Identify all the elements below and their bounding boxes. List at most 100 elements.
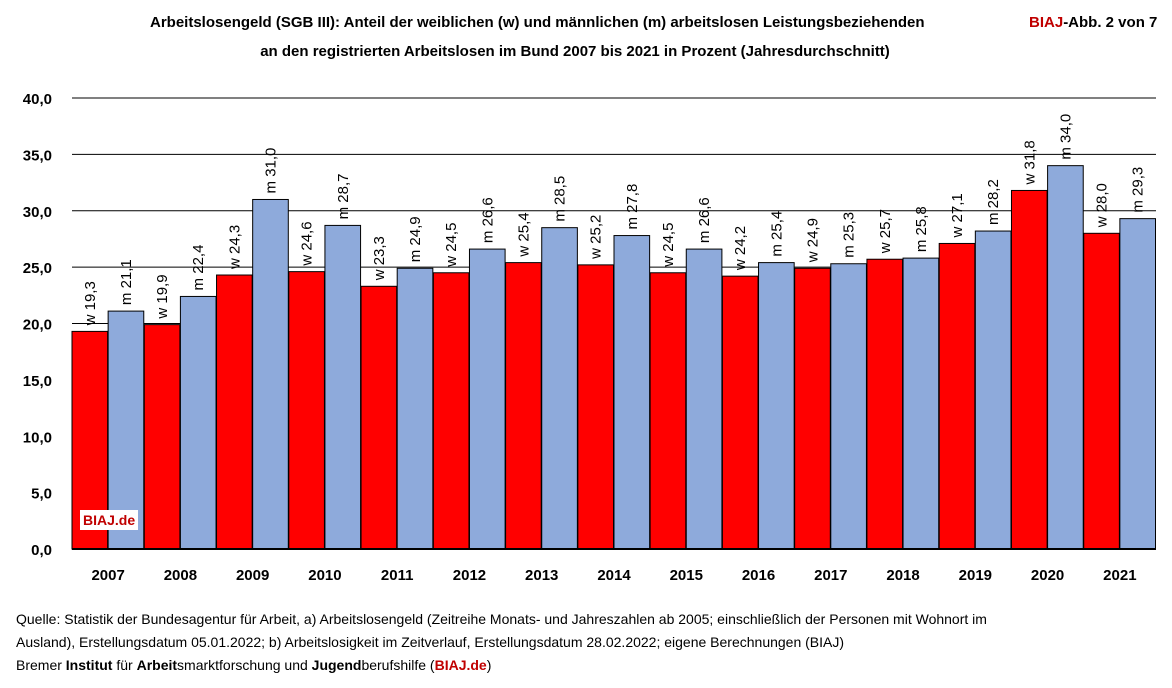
bar-w-2019	[938, 242, 976, 550]
x-tick-label: 2014	[597, 567, 631, 584]
x-tick-label: 2012	[453, 567, 486, 584]
y-tick-label: 15,0	[23, 373, 52, 390]
inst-part: für	[112, 657, 137, 673]
bar-m-2014	[613, 235, 651, 550]
data-label: w 25,4	[515, 212, 532, 257]
data-label: m 31,0	[262, 148, 279, 194]
bar-w-2008	[143, 324, 181, 550]
bar-w-2013	[505, 262, 542, 550]
data-label: m 25,4	[768, 211, 785, 257]
bar-m-2019	[974, 230, 1012, 550]
data-label: w 25,2	[588, 215, 605, 260]
bar-m-2012	[468, 248, 506, 550]
inst-part: Bremer	[16, 657, 66, 673]
bar-m-2016	[758, 262, 795, 550]
bar-w-2009	[216, 274, 253, 550]
x-tick-label: 2016	[742, 567, 775, 584]
institute-line: Bremer Institut für Arbeitsmarktforschun…	[16, 654, 1166, 677]
data-label: m 28,7	[335, 174, 352, 220]
figure-badge: BIAJ-Abb. 2 von 7	[1029, 14, 1157, 31]
data-label: w 27,1	[949, 193, 966, 238]
bar-m-2007	[107, 310, 145, 550]
bar-w-2016	[721, 275, 759, 550]
x-tick-label: 2021	[1103, 567, 1136, 584]
x-tick-label: 2009	[236, 567, 269, 584]
bar-m-2015	[685, 248, 723, 550]
x-tick-label: 2011	[381, 567, 414, 584]
data-label: m 27,8	[624, 184, 641, 230]
inst-part: Arbeit	[136, 657, 178, 673]
x-tick-label: 2008	[164, 567, 197, 584]
data-label: m 29,3	[1130, 167, 1147, 213]
x-tick-label: 2015	[670, 567, 703, 584]
source-line-2: Ausland), Erstellungsdatum 05.01.2022; b…	[16, 634, 845, 650]
bar-w-2020	[1010, 189, 1048, 550]
x-tick-label: 2010	[308, 567, 341, 584]
data-label: m 26,6	[479, 197, 496, 243]
x-tick-label: 2019	[959, 567, 992, 584]
data-label: w 24,5	[443, 223, 460, 268]
inst-part: Institut	[65, 657, 113, 673]
data-label: m 22,4	[190, 245, 207, 291]
data-label: m 24,9	[407, 216, 424, 262]
inst-link: BIAJ.de	[434, 657, 487, 673]
x-tick-label: 2007	[91, 567, 124, 584]
bar-w-2010	[288, 271, 325, 550]
data-label: m 28,2	[985, 179, 1002, 225]
data-label: w 23,3	[371, 236, 388, 281]
data-label: m 25,3	[841, 212, 858, 258]
y-tick-label: 40,0	[23, 91, 52, 108]
source-note: Quelle: Statistik der Bundesagentur für …	[16, 608, 1166, 677]
data-label: m 26,6	[696, 197, 713, 243]
bar-w-2011	[360, 285, 398, 550]
bar-w-2018	[866, 258, 904, 550]
bar-m-2008	[179, 295, 217, 550]
bar-m-2020	[1047, 165, 1084, 550]
x-tick-label: 2018	[886, 567, 919, 584]
bar-m-2011	[396, 267, 434, 550]
inst-part: berufshilfe (	[361, 657, 435, 673]
data-label: w 24,3	[226, 225, 243, 270]
data-label: m 25,8	[913, 206, 930, 252]
y-tick-label: 35,0	[23, 147, 52, 164]
y-tick-label: 5,0	[31, 486, 52, 503]
badge-brand: BIAJ	[1029, 14, 1064, 31]
chart-title-line2: an den registrierten Arbeitslosen im Bun…	[260, 43, 890, 60]
badge-rest: -Abb. 2 von 7	[1063, 14, 1158, 31]
source-line-1: Quelle: Statistik der Bundesagentur für …	[16, 611, 987, 627]
data-label: m 28,5	[552, 176, 569, 222]
y-tick-label: 25,0	[23, 260, 52, 277]
y-tick-label: 20,0	[23, 317, 52, 334]
bar-m-2021	[1119, 218, 1157, 550]
watermark-label: BIAJ.de	[80, 510, 139, 530]
data-label: w 24,9	[804, 218, 821, 263]
bar-m-2017	[830, 263, 867, 550]
bar-m-2010	[324, 224, 362, 550]
data-label: w 19,9	[154, 274, 171, 319]
data-label: w 24,6	[299, 221, 316, 266]
x-tick-label: 2020	[1031, 567, 1064, 584]
data-label: w 28,0	[1094, 183, 1111, 228]
bar-chart: 0,0 5,0 10,0 15,0 20,0 25,0 30,0 35,0 40,0 w 19,3…	[23, 91, 1157, 584]
data-label: m 21,1	[118, 259, 135, 305]
inst-part: smarktforschung und	[177, 657, 312, 673]
data-label: w 19,3	[82, 281, 99, 326]
bar-m-2013	[541, 227, 578, 550]
data-label: m 34,0	[1057, 114, 1074, 160]
data-label: w 24,2	[732, 226, 749, 271]
x-tick-label: 2013	[525, 567, 558, 584]
bar-w-2017	[794, 267, 831, 550]
bar-w-2012	[432, 272, 470, 550]
data-label: w 31,8	[1021, 140, 1038, 185]
x-tick-label: 2017	[814, 567, 847, 584]
bar-w-2014	[577, 264, 614, 550]
y-tick-label: 0,0	[31, 542, 52, 559]
bar-m-2018	[902, 257, 940, 550]
inst-part: Jugend	[311, 657, 362, 673]
y-tick-label: 10,0	[23, 429, 52, 446]
data-label: w 25,7	[877, 209, 894, 254]
bar-w-2015	[649, 272, 687, 550]
inst-part: )	[486, 657, 492, 673]
y-tick-label: 30,0	[23, 204, 52, 221]
bar-m-2009	[252, 198, 289, 550]
